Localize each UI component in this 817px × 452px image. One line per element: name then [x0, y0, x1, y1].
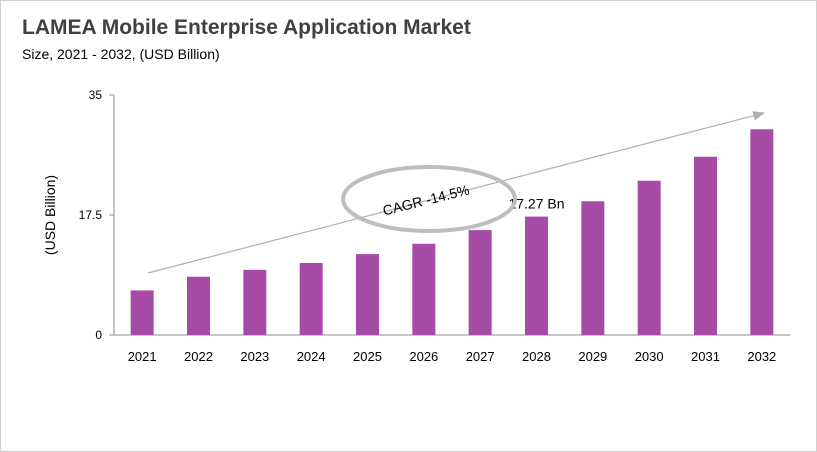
bar-2023 — [243, 269, 267, 335]
x-tick-label: 2024 — [297, 349, 326, 364]
chart-subtitle: Size, 2021 - 2032, (USD Billion) — [22, 46, 220, 62]
x-tick-label: 2025 — [353, 349, 382, 364]
bar-2028 — [525, 216, 548, 335]
bar-2029 — [581, 201, 605, 335]
trend-arrow — [147, 111, 766, 274]
bar-2021 — [130, 290, 154, 335]
x-tick-label: 2027 — [466, 349, 495, 364]
x-tick-label: 2026 — [409, 349, 438, 364]
x-tick-label: 2023 — [240, 349, 269, 364]
x-tick-label: 2028 — [522, 349, 551, 364]
chart-title: LAMEA Mobile Enterprise Application Mark… — [22, 16, 471, 39]
x-tick-label: 2022 — [184, 349, 213, 364]
bar-2032 — [750, 129, 774, 335]
y-tick-label: 35 — [89, 88, 103, 102]
x-tick-label: 2029 — [578, 349, 607, 364]
x-tick-label: 2032 — [747, 349, 776, 364]
bar-2024 — [299, 263, 323, 335]
data-label: 17.27 Bn — [508, 196, 564, 212]
bar-2025 — [356, 254, 379, 335]
y-tick-label: 0 — [95, 328, 102, 342]
x-tick-label: 2030 — [635, 349, 664, 364]
x-tick-label: 2031 — [691, 349, 720, 364]
cagr-ellipse — [341, 165, 517, 233]
x-tick-label: 2021 — [128, 349, 157, 364]
bar-2030 — [637, 180, 661, 335]
y-axis-label: (USD Billion) — [42, 175, 58, 255]
bar-2027 — [468, 230, 492, 335]
cagr-label: CAGR -14.5% — [381, 182, 471, 219]
y-tick-label: 17.5 — [79, 208, 103, 222]
bar-2031 — [694, 156, 717, 335]
bar-2026 — [412, 243, 436, 335]
bar-2022 — [187, 276, 210, 335]
